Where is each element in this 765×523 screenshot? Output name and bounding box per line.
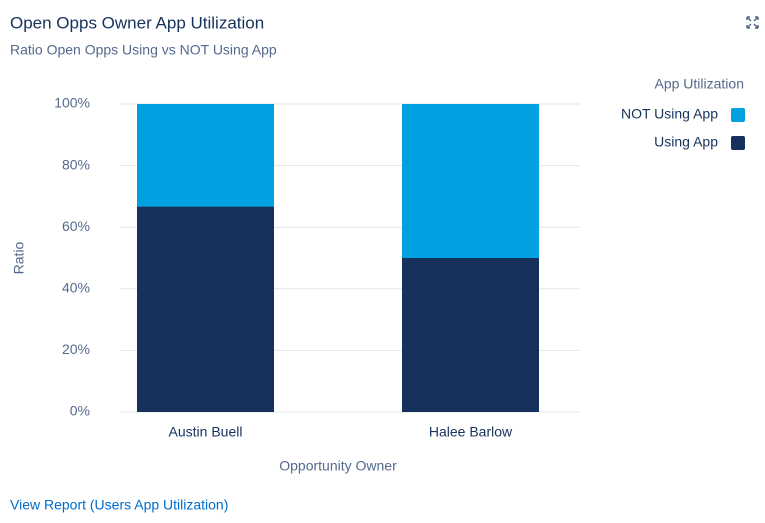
x-axis-label: Opportunity Owner — [279, 458, 397, 474]
expand-icon[interactable] — [746, 16, 759, 29]
y-tick-label: 100% — [54, 95, 90, 111]
y-tick-label: 0% — [70, 403, 90, 419]
bar-segment — [402, 104, 539, 258]
legend-swatch — [731, 108, 745, 122]
x-tick-label: Austin Buell — [169, 424, 243, 440]
legend-label: NOT Using App — [621, 106, 718, 122]
chart-subtitle: Ratio Open Opps Using vs NOT Using App — [10, 42, 277, 58]
bar-segment — [402, 258, 539, 412]
chart-title: Open Opps Owner App Utilization — [10, 13, 264, 32]
legend-swatch — [731, 136, 745, 150]
legend-label: Using App — [654, 134, 718, 150]
y-tick-label: 80% — [62, 156, 90, 172]
y-tick-label: 60% — [62, 218, 90, 234]
y-axis-label: Ratio — [11, 241, 27, 274]
x-tick-label: Halee Barlow — [429, 424, 513, 440]
bar-segment — [137, 104, 274, 207]
bar-segment — [137, 206, 274, 412]
legend-title: App Utilization — [655, 76, 745, 92]
y-tick-label: 20% — [62, 341, 90, 357]
view-report-link[interactable]: View Report (Users App Utilization) — [10, 497, 228, 513]
y-tick-label: 40% — [62, 280, 90, 296]
